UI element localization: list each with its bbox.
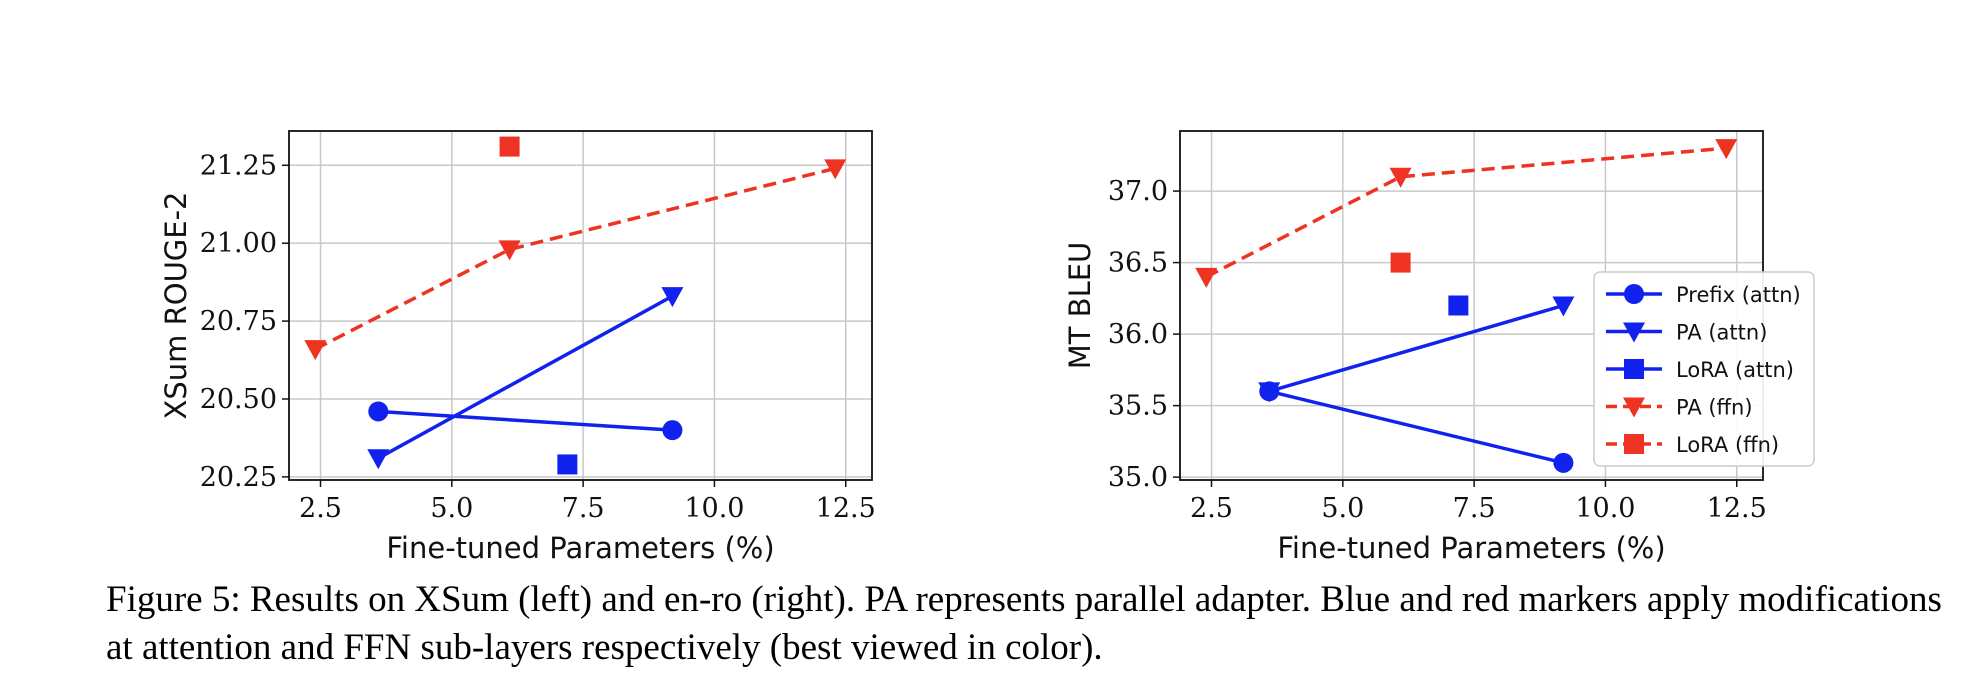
legend-label: LoRA (attn) [1676,358,1794,382]
data-point-lora-ffn [499,136,520,157]
y-tick-label: 35.0 [1108,462,1168,493]
data-point-lora-ffn [1390,252,1411,273]
legend-item-pa-ffn: PA (ffn) [1606,396,1753,420]
data-point-prefix-attn [368,401,389,422]
legend-item-lora-attn: LoRA (attn) [1606,358,1794,382]
data-point-prefix-attn [662,420,683,441]
data-point-pa-ffn [1389,167,1412,188]
data-point-pa-attn [367,449,390,470]
data-point-lora-attn [1448,295,1469,316]
data-point-pa-attn [1552,296,1575,317]
legend-item-prefix-attn: Prefix (attn) [1606,283,1801,307]
legend-marker [1624,359,1644,379]
data-point-lora-attn [557,454,578,475]
y-tick-label: 35.5 [1108,391,1168,422]
y-tick-label: 36.5 [1108,248,1168,279]
mt-bleu-chart: 2.5 5.0 7.5 10.0 12.5 35.0 35.5 36.0 36.5 37.0 Fin… [1063,130,1815,565]
series-line-pa-attn [1268,303,1564,393]
figure-canvas: 2.5 5.0 7.5 10.0 12.5 20.25 20.50 20.75 21.00 21.… [159,130,1815,565]
y-tick-label: 37.0 [1108,176,1168,207]
legend-item-pa-attn: PA (attn) [1606,321,1767,345]
data-point-pa-attn [1258,382,1281,403]
x-tick-label: 12.5 [1707,493,1767,524]
legend-marker [1624,434,1644,454]
x-tick-label: 10.0 [684,493,744,524]
series-line-prefix-attn [1268,389,1564,465]
data-point-pa-attn [661,287,684,308]
x-tick-label: 7.5 [562,493,605,524]
legend-marker [1623,322,1645,343]
data-point-pa-ffn [498,240,521,261]
xsum-chart: 2.5 5.0 7.5 10.0 12.5 20.25 20.50 20.75 21.00 21.… [159,130,876,565]
series-line-pa-attn [377,294,674,460]
series-line-pa-ffn [314,166,836,351]
y-tick-label: 20.25 [200,462,277,493]
legend-label: LoRA (ffn) [1676,433,1779,457]
series-line-pa-ffn [1205,146,1727,279]
x-tick-label: 10.0 [1575,493,1635,524]
x-tick-label: 12.5 [816,493,876,524]
y-axis-label: MT BLEU [1063,242,1097,370]
data-point-pa-ffn [1715,139,1738,160]
x-tick-label: 5.0 [430,493,473,524]
data-point-prefix-attn [1553,452,1574,473]
data-point-pa-ffn [304,340,327,361]
y-tick-label: 20.50 [200,384,277,415]
legend-marker [1624,284,1644,304]
legend-box [1593,271,1815,467]
x-axis-label: Fine-tuned Parameters (%) [1277,531,1665,565]
y-tick-label: 36.0 [1108,319,1168,350]
y-axis-label: XSum ROUGE-2 [159,191,193,419]
series-line-prefix-attn [378,409,673,432]
x-tick-label: 7.5 [1453,493,1496,524]
data-point-pa-ffn [1195,267,1218,288]
legend-label: Prefix (attn) [1676,283,1801,307]
y-tick-label: 20.75 [200,306,277,337]
x-axis-label: Fine-tuned Parameters (%) [386,531,774,565]
axes-frame [288,130,873,481]
legend-label: PA (attn) [1676,321,1767,345]
legend: Prefix (attn) PA (attn) LoRA (attn) PA (ffn… [1593,271,1815,467]
legend-item-lora-ffn: LoRA (ffn) [1606,433,1779,457]
legend-label: PA (ffn) [1676,396,1753,420]
y-tick-label: 21.25 [200,150,277,181]
x-tick-label: 2.5 [1190,493,1233,524]
figure-caption: Figure 5: Results on XSum (left) and en-… [106,579,1942,668]
x-tick-label: 5.0 [1321,493,1364,524]
x-tick-label: 2.5 [299,493,342,524]
legend-marker [1623,397,1645,418]
y-tick-label: 21.00 [200,228,277,259]
data-point-pa-ffn [824,159,847,180]
